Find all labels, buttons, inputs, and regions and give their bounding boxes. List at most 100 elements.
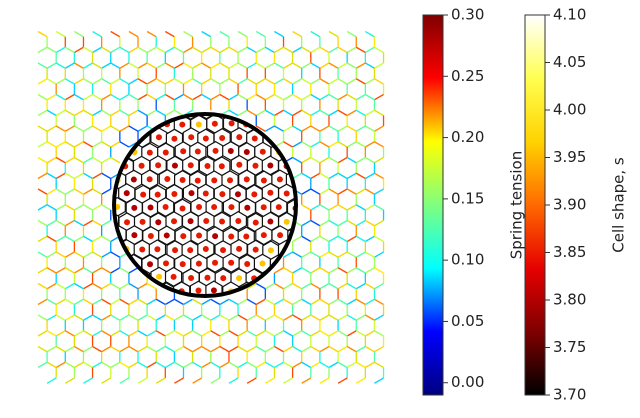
- cell-edge: [337, 345, 348, 353]
- cell-edge: [119, 267, 130, 274]
- cell-center: [180, 233, 187, 240]
- cell-edge: [228, 345, 239, 353]
- cell-edge: [274, 93, 284, 101]
- cell-edge: [174, 93, 184, 101]
- cell-edge: [374, 172, 384, 180]
- cell-edge: [101, 314, 112, 321]
- cell-edge: [83, 267, 93, 274]
- cell-center: [252, 219, 259, 226]
- cell-edge: [92, 298, 102, 306]
- cell-edge: [174, 330, 184, 337]
- cell-edge: [37, 141, 48, 148]
- tick-label: 0.20: [451, 128, 484, 146]
- cell-edge: [301, 109, 312, 117]
- cell-edge: [337, 62, 348, 69]
- cell-center: [219, 218, 226, 225]
- cell-edge: [237, 46, 248, 54]
- cell-edge: [328, 46, 339, 54]
- cell-edge: [328, 345, 339, 353]
- cell-edge: [365, 188, 375, 195]
- cell-edge: [255, 62, 266, 69]
- cell-center: [212, 233, 219, 240]
- cell-edge: [274, 267, 284, 274]
- cell-center: [196, 232, 203, 239]
- tick-label: 4.10: [553, 6, 586, 24]
- cell-edge: [319, 377, 330, 384]
- cell-edge: [328, 267, 339, 274]
- cell-center: [179, 205, 186, 212]
- cell-edge: [92, 330, 102, 337]
- cell-edge: [101, 109, 112, 117]
- cell-edge: [92, 109, 102, 117]
- cell-edge: [319, 204, 330, 211]
- tick-label: 3.75: [553, 338, 586, 356]
- cell-edge: [265, 78, 275, 85]
- cell-edge: [283, 93, 293, 101]
- cell-center: [259, 148, 266, 155]
- cell-edge: [137, 377, 148, 384]
- cell-edge: [310, 93, 321, 101]
- cell-center: [138, 162, 145, 169]
- cell-edge: [283, 361, 293, 369]
- cell-center: [187, 162, 194, 169]
- cell-edge: [192, 314, 203, 321]
- cell-edge: [210, 93, 221, 101]
- cell-edge: [365, 298, 375, 306]
- cell-center: [179, 261, 186, 268]
- cell-center: [123, 190, 130, 197]
- cell-center: [195, 121, 202, 128]
- cell-edge: [337, 235, 348, 243]
- cell-edge: [328, 251, 339, 258]
- cell-edge: [319, 267, 330, 274]
- cell-edge: [355, 235, 366, 243]
- cell-edge: [155, 361, 166, 369]
- tick-label: 3.80: [553, 291, 586, 309]
- cell-edge: [301, 156, 312, 164]
- cell-edge: [346, 78, 357, 85]
- cell-edge: [192, 298, 203, 306]
- cell-edge: [374, 93, 384, 101]
- cell-center: [260, 177, 267, 184]
- cell-edge: [237, 93, 248, 101]
- cell-center: [220, 275, 227, 282]
- cell-edge: [74, 30, 84, 38]
- cell-center: [155, 134, 162, 141]
- cell-edge: [174, 361, 184, 369]
- cell-edge: [237, 298, 248, 306]
- cell-edge: [337, 125, 348, 132]
- cell-edge: [46, 188, 57, 195]
- cell-edge: [55, 330, 66, 337]
- cell-edge: [292, 314, 303, 321]
- cell-center: [251, 135, 258, 142]
- cell-edge: [183, 298, 193, 306]
- tick-label: 0.00: [451, 373, 484, 391]
- cell-edge: [137, 78, 148, 85]
- cell-edge: [355, 109, 366, 117]
- cell-edge: [119, 361, 130, 369]
- cell-edge: [128, 78, 139, 85]
- cell-edge: [55, 345, 66, 353]
- cell-edge: [346, 361, 357, 369]
- cell-edge: [337, 141, 348, 148]
- cell-edge: [292, 267, 303, 274]
- cell-edge: [101, 282, 112, 290]
- cell-edge: [246, 78, 257, 85]
- cell-edge: [37, 78, 48, 85]
- cell-center: [163, 232, 170, 239]
- cell-edge: [374, 109, 384, 117]
- cell-edge: [37, 62, 48, 69]
- cell-edge: [292, 330, 303, 337]
- cell-edge: [192, 93, 203, 101]
- cell-edge: [219, 345, 230, 353]
- cell-edge: [164, 62, 175, 69]
- cell-edge: [328, 219, 339, 227]
- cell-edge: [183, 78, 193, 85]
- cell-edge: [55, 46, 66, 54]
- cell-center: [219, 135, 226, 142]
- tissue-inclusion: [114, 114, 296, 296]
- cell-edge: [219, 314, 230, 321]
- cell-edge: [301, 219, 312, 227]
- cell-edge: [274, 30, 284, 38]
- cell-edge: [137, 345, 148, 353]
- cell-center: [138, 275, 145, 282]
